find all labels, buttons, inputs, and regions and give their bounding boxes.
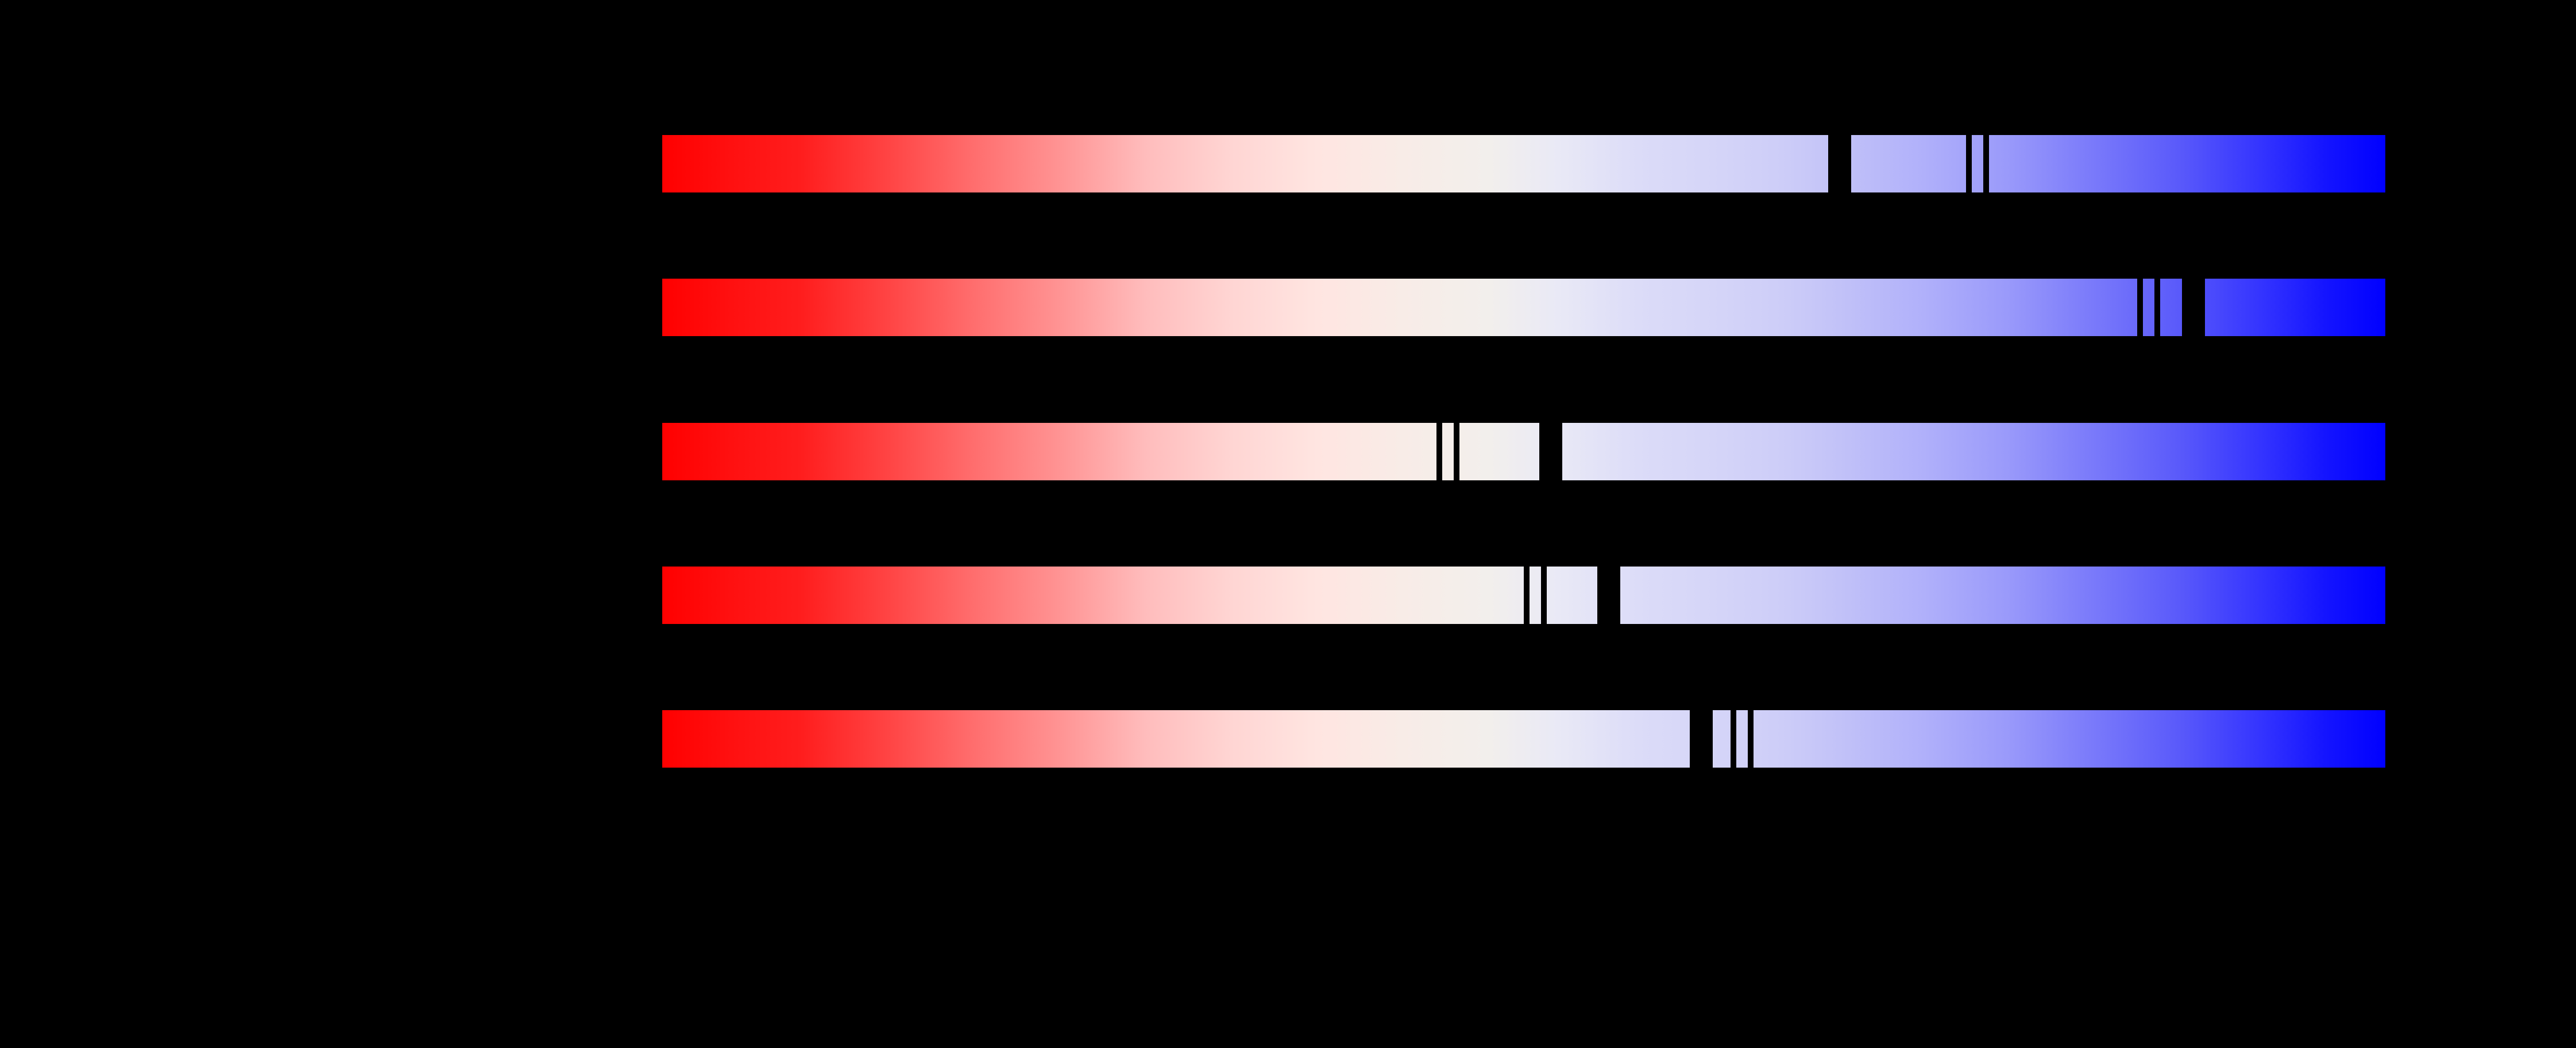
gradient-strip-3 (662, 423, 2385, 480)
thin-marker-tick (1731, 710, 1736, 768)
thin-marker-tick (1454, 423, 1459, 480)
gradient-strip-1 (662, 135, 2385, 192)
thin-marker-tick (1983, 135, 1989, 192)
thin-marker-tick (1966, 135, 1972, 192)
thin-marker-tick (2154, 279, 2160, 336)
gradient-strip-5 (662, 710, 2385, 768)
thick-marker-tick (1828, 135, 1851, 192)
thin-marker-tick (1524, 567, 1530, 624)
thick-marker-tick (1597, 567, 1620, 624)
thick-marker-tick (2182, 279, 2205, 336)
thick-marker-tick (1690, 710, 1713, 768)
thin-marker-tick (1436, 423, 1442, 480)
thin-marker-tick (1541, 567, 1547, 624)
thin-marker-tick (2137, 279, 2143, 336)
gradient-strip-4 (662, 567, 2385, 624)
thick-marker-tick (1539, 423, 1562, 480)
gradient-strip-2 (662, 279, 2385, 336)
thin-marker-tick (1748, 710, 1754, 768)
